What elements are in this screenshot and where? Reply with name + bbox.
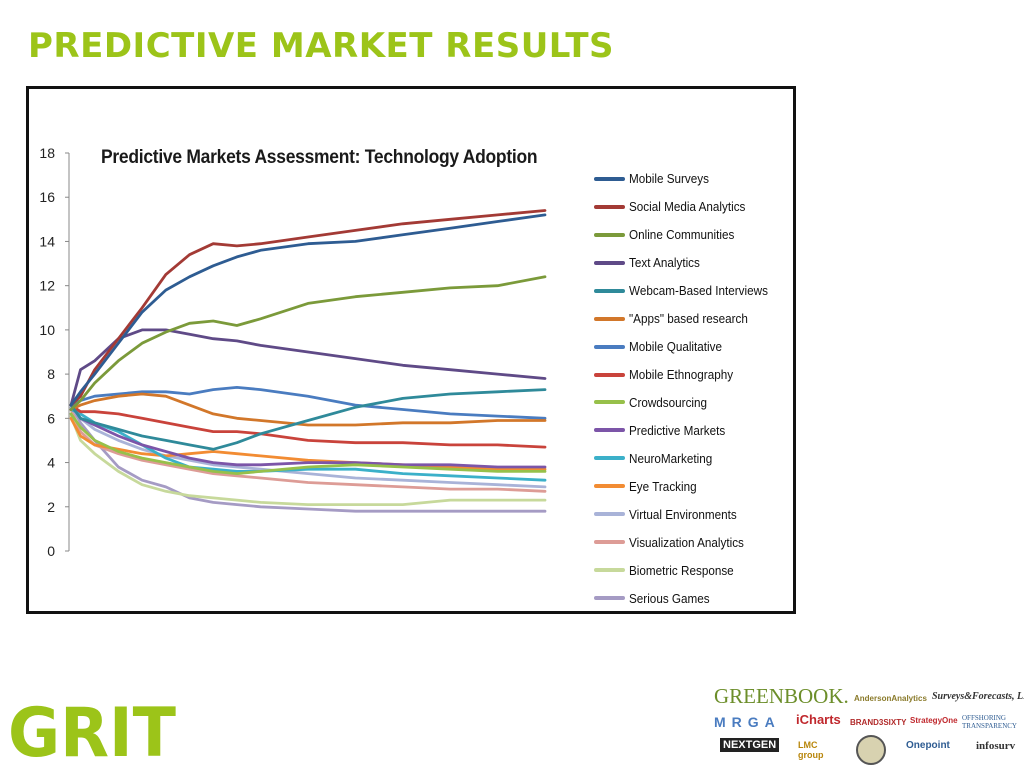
- sponsor-logos: GREENBOOK. AndersonAnalytics Surveys&For…: [706, 684, 1024, 765]
- series-line: [69, 213, 547, 407]
- legend-label: NeuroMarketing: [629, 450, 713, 466]
- legend-label: Predictive Markets: [629, 422, 726, 438]
- legend-item: NeuroMarketing: [594, 444, 789, 472]
- line-chart: 0 2 4 6 8 10 12 14 16 18: [39, 145, 547, 559]
- series-line: [69, 412, 547, 476]
- series-line: [69, 275, 547, 411]
- legend-item: "Apps" based research: [594, 305, 789, 333]
- legend-label: Webcam-Based Interviews: [629, 283, 768, 299]
- series-line: [69, 405, 547, 489]
- series-line: [69, 385, 547, 420]
- legend-item: Text Analytics: [594, 249, 789, 277]
- legend-swatch: [594, 176, 625, 181]
- series-line: [69, 414, 547, 507]
- legend-item: Biometric Response: [594, 556, 789, 584]
- legend-label: Biometric Response: [629, 562, 734, 578]
- legend-label: Mobile Qualitative: [629, 339, 722, 355]
- sponsor-onepoint-logo: Onepoint: [906, 740, 950, 751]
- legend-label: Virtual Environments: [629, 506, 737, 522]
- series-line: [69, 328, 547, 407]
- series-line: [69, 408, 547, 493]
- legend-item: Social Media Analytics: [594, 193, 789, 221]
- legend-swatch: [594, 344, 625, 349]
- legend-swatch: [594, 596, 625, 601]
- y-tick-label: 6: [47, 410, 55, 426]
- sponsor-strategyone-logo: StrategyOne: [910, 716, 958, 725]
- legend-item: Virtual Environments: [594, 500, 789, 528]
- legend-swatch: [594, 400, 625, 405]
- legend-item: Mobile Surveys: [594, 165, 789, 193]
- svg-text:GRIT: GRIT: [8, 698, 177, 760]
- grit-logo: GRIT: [8, 698, 177, 760]
- legend-label: Mobile Ethnography: [629, 367, 734, 383]
- legend-swatch: [594, 540, 625, 545]
- sponsor-seal-logo: [856, 735, 886, 765]
- series-line: [69, 403, 547, 513]
- chart-frame: 0 2 4 6 8 10 12 14 16 18 Predictive Markets Asses…: [26, 86, 796, 614]
- legend-swatch: [594, 232, 625, 237]
- legend-label: Social Media Analytics: [629, 199, 746, 215]
- legend-label: Text Analytics: [629, 255, 700, 271]
- legend-label: Visualization Analytics: [629, 534, 744, 550]
- y-axis: 0 2 4 6 8 10 12 14 16 18: [39, 145, 70, 559]
- series-line: [69, 403, 547, 449]
- legend-label: "Apps" based research: [629, 311, 748, 327]
- legend-item: Predictive Markets: [594, 416, 789, 444]
- sponsor-offshoring-transparency-logo: OFFSHORING TRANSPARENCY: [962, 714, 1017, 730]
- legend-label: Serious Games: [629, 590, 710, 606]
- sponsor-lmc-group-logo: LMC group: [798, 740, 824, 760]
- series-line: [69, 388, 547, 451]
- y-tick-label: 0: [47, 543, 55, 559]
- sponsor-greenbook-logo: GREENBOOK.: [714, 684, 849, 708]
- y-tick-label: 18: [39, 145, 55, 161]
- legend-swatch: [594, 484, 625, 489]
- legend-item: Serious Games: [594, 584, 789, 612]
- legend-label: Mobile Surveys: [629, 171, 709, 187]
- legend-swatch: [594, 512, 625, 517]
- legend-swatch: [594, 372, 625, 377]
- sponsor-nextgen-logo: NEXTGEN: [720, 738, 780, 752]
- legend-item: Crowdsourcing: [594, 389, 789, 417]
- legend-swatch: [594, 204, 625, 209]
- y-tick-label: 14: [39, 233, 55, 249]
- sponsor-mrga-logo: MRGA: [714, 714, 781, 730]
- y-tick-label: 4: [47, 455, 55, 471]
- y-tick-label: 10: [39, 322, 55, 338]
- series-line: [69, 209, 547, 407]
- legend-label: Online Communities: [629, 227, 735, 243]
- legend-item: Visualization Analytics: [594, 528, 789, 556]
- legend-swatch: [594, 316, 625, 321]
- legend-item: Webcam-Based Interviews: [594, 277, 789, 305]
- sponsor-surveys-forecasts-logo: Surveys&Forecasts, LLC: [932, 691, 1024, 702]
- y-tick-label: 2: [47, 499, 55, 515]
- legend-swatch: [594, 260, 625, 265]
- sponsor-anderson-analytics-logo: AndersonAnalytics: [854, 694, 927, 703]
- legend-swatch: [594, 428, 625, 433]
- legend-swatch: [594, 288, 625, 293]
- legend-label: Crowdsourcing: [629, 394, 708, 410]
- sponsor-brand3sixty-logo: BRAND3SIXTY: [850, 718, 907, 727]
- legend-swatch: [594, 456, 625, 461]
- legend-label: Eye Tracking: [629, 478, 697, 494]
- series-line: [69, 392, 547, 427]
- sponsor-infosurv-logo: infosurv: [976, 740, 1016, 752]
- legend-item: Mobile Qualitative: [594, 333, 789, 361]
- legend-item: Online Communities: [594, 221, 789, 249]
- y-tick-label: 16: [39, 189, 55, 205]
- sponsor-icharts-logo: iCharts: [796, 712, 841, 727]
- legend-item: Mobile Ethnography: [594, 361, 789, 389]
- y-tick-label: 12: [39, 278, 55, 294]
- chart-legend: Mobile Surveys Social Media Analytics Onli…: [594, 165, 789, 612]
- slide-title: PREDICTIVE MARKET RESULTS: [28, 26, 615, 66]
- series-lines: [69, 209, 547, 513]
- series-line: [69, 403, 547, 469]
- legend-swatch: [594, 568, 625, 573]
- legend-item: Eye Tracking: [594, 472, 789, 500]
- y-tick-label: 8: [47, 366, 55, 382]
- chart-title: Predictive Markets Assessment: Technolog…: [101, 147, 538, 168]
